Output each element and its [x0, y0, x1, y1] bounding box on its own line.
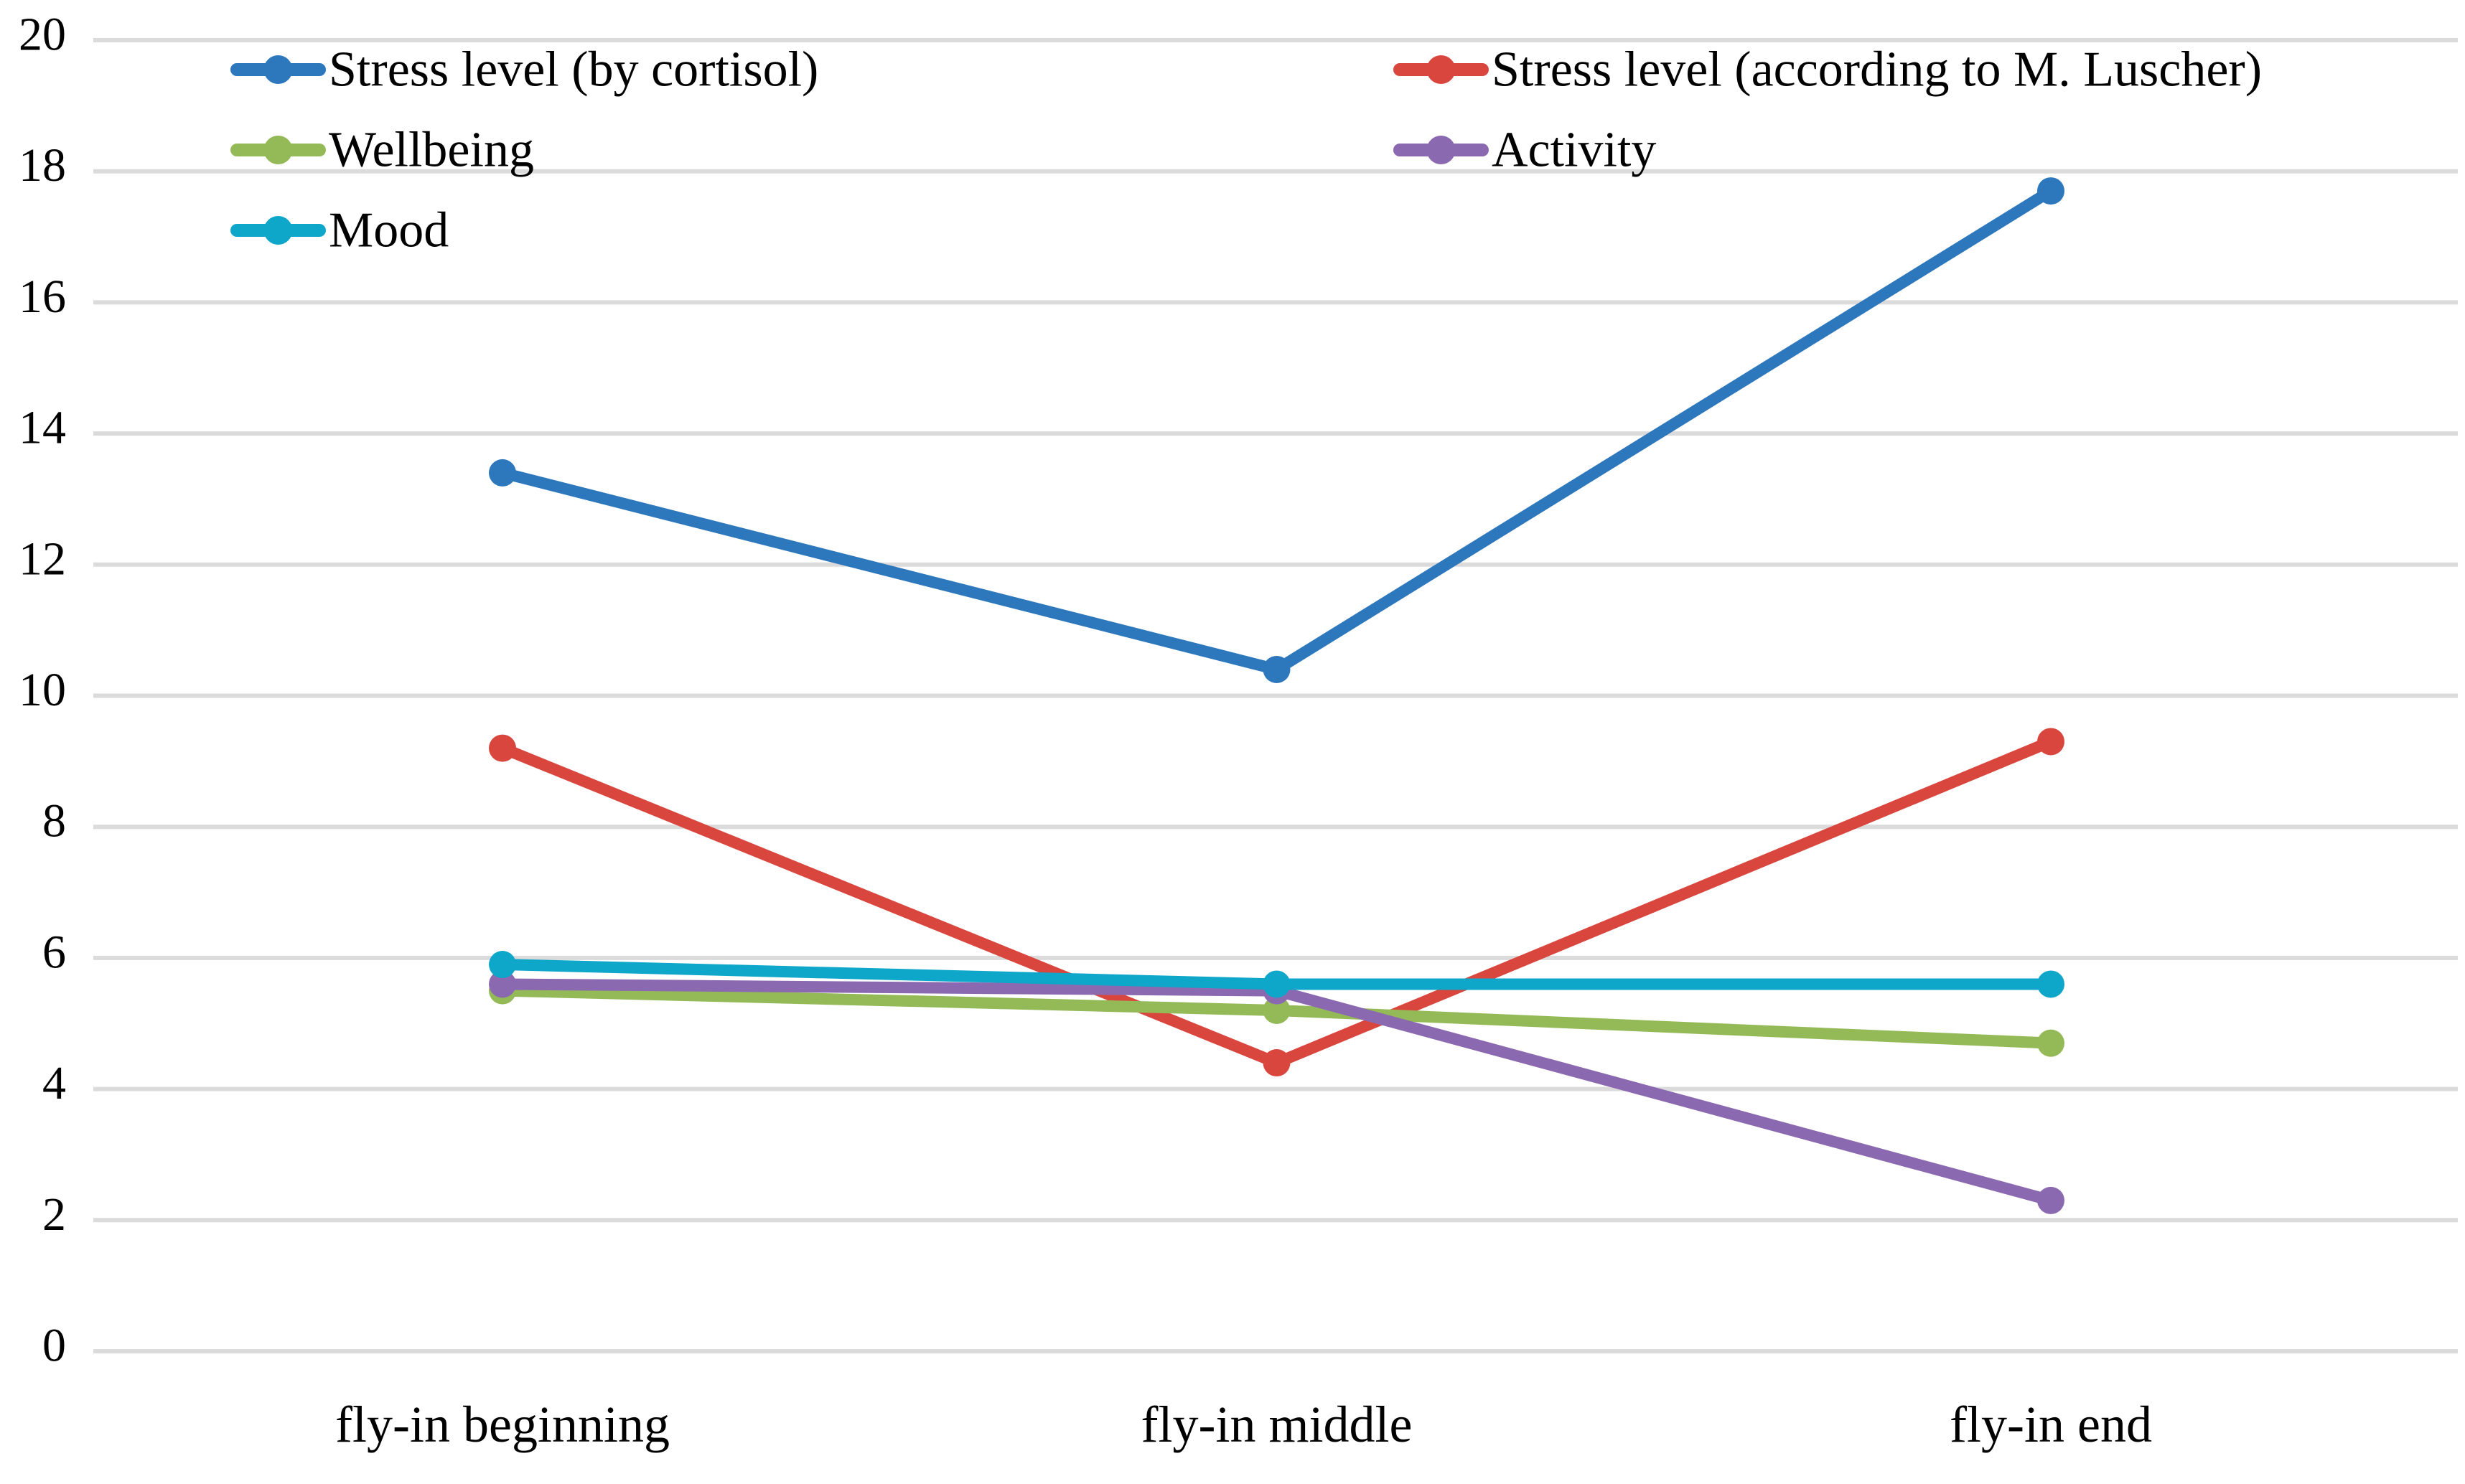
y-tick-label-6: 6	[42, 926, 66, 978]
legend-label-wellbeing: Wellbeing	[329, 123, 534, 178]
x-axis-category-labels: fly-in beginning fly-in middle fly-in end	[335, 1396, 2152, 1453]
legend-item-mood: Mood	[230, 203, 449, 258]
series-stress-level-according-to-m-luscher	[489, 728, 2064, 1077]
legend-label-mood: Mood	[329, 203, 449, 258]
legend-label-stress-level-by-cortisol: Stress level (by cortisol)	[329, 42, 818, 98]
data-point-stress-level-according-to-m-luscher-fly-in-beginning	[489, 734, 516, 762]
y-tick-label-14: 14	[19, 402, 66, 454]
legend-label-activity: Activity	[1492, 123, 1656, 178]
data-point-activity-fly-in-beginning	[489, 970, 516, 998]
series-plot-area	[489, 177, 2064, 1214]
data-point-mood-fly-in-beginning	[489, 951, 516, 979]
y-tick-label-12: 12	[19, 532, 66, 585]
data-point-stress-level-by-cortisol-fly-in-beginning	[489, 459, 516, 487]
data-point-mood-fly-in-end	[2037, 970, 2064, 998]
legend-marker-dot-icon	[263, 55, 293, 84]
series-line-stress-level-by-cortisol	[497, 185, 2057, 675]
legend-label-stress-level-according-to-m-luscher: Stress level (according to M. Luscher)	[1492, 42, 2262, 98]
y-tick-label-20: 20	[19, 9, 66, 61]
data-point-stress-level-according-to-m-luscher-fly-in-middle	[1263, 1049, 1291, 1077]
legend-marker-dot-icon	[1426, 136, 1456, 164]
gridlines	[93, 38, 2458, 1353]
y-tick-label-4: 4	[42, 1057, 66, 1109]
data-point-stress-level-according-to-m-luscher-fly-in-end	[2037, 728, 2064, 756]
data-point-stress-level-by-cortisol-fly-in-end	[2037, 177, 2064, 205]
data-point-mood-fly-in-middle	[1263, 970, 1291, 998]
legend-item-stress-level-by-cortisol: Stress level (by cortisol)	[230, 42, 818, 98]
legend-item-stress-level-according-to-m-luscher: Stress level (according to M. Luscher)	[1393, 42, 2262, 98]
data-point-wellbeing-fly-in-end	[2037, 1029, 2064, 1057]
data-point-stress-level-by-cortisol-fly-in-middle	[1263, 655, 1291, 683]
legend-item-wellbeing: Wellbeing	[230, 123, 534, 178]
legend-marker-dot-icon	[263, 136, 293, 164]
series-stress-level-by-cortisol	[489, 177, 2064, 683]
y-tick-label-0: 0	[42, 1320, 66, 1372]
data-point-wellbeing-fly-in-middle	[1263, 996, 1291, 1024]
y-tick-label-10: 10	[19, 664, 66, 716]
y-tick-label-8: 8	[42, 795, 66, 847]
legend: Stress level (by cortisol) Wellbeing Mood S…	[230, 42, 2262, 258]
x-category-label-fly-in-beginning: fly-in beginning	[335, 1396, 670, 1453]
x-category-label-fly-in-middle: fly-in middle	[1141, 1396, 1413, 1453]
legend-marker-dot-icon	[263, 216, 293, 245]
x-category-label-fly-in-end: fly-in end	[1950, 1396, 2152, 1453]
y-tick-label-2: 2	[42, 1188, 66, 1241]
data-point-activity-fly-in-end	[2037, 1186, 2064, 1214]
legend-item-activity: Activity	[1393, 123, 1656, 178]
y-tick-label-18: 18	[19, 139, 66, 192]
series-mood	[489, 951, 2064, 998]
y-tick-label-16: 16	[19, 271, 66, 323]
legend-marker-dot-icon	[1426, 55, 1456, 84]
y-axis-tick-labels: 0 2 4 6 8 10 12 14 16 18 20	[19, 9, 66, 1372]
